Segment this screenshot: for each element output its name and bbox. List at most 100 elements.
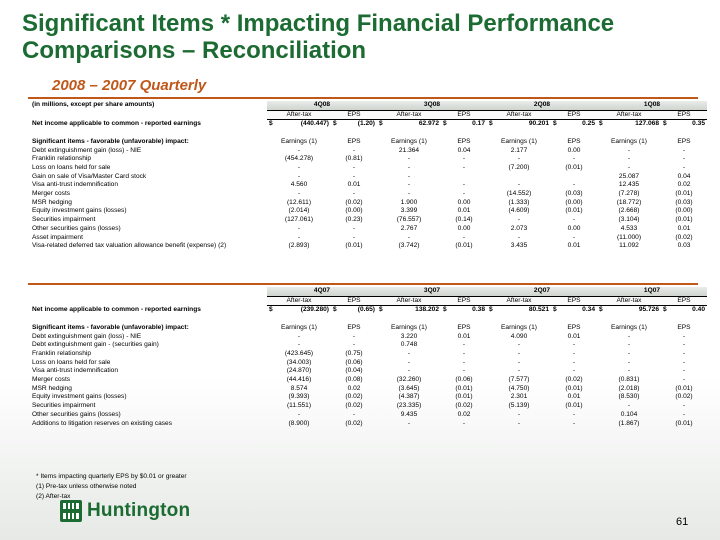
row-label: Equity investment gains (losses): [32, 207, 127, 215]
table-cell: -: [407, 349, 411, 357]
table-cell: 21.364: [398, 146, 420, 154]
col-header-earnings: Earnings (1): [611, 323, 647, 331]
table-cell: (44.416): [286, 376, 312, 384]
table-cell: 9.435: [400, 410, 418, 418]
table-cell: -: [407, 190, 411, 198]
table-row: Visa-related deferred tax valuation allo…: [30, 242, 707, 251]
table-cell: -: [627, 358, 631, 366]
row-label: Merger costs: [32, 190, 71, 198]
table-cell: -: [352, 341, 356, 349]
col-header-earnings: Earnings (1): [281, 323, 317, 331]
currency-symbol: $: [443, 306, 447, 314]
table-cell: (0.02): [345, 198, 363, 206]
table-cell: (24.870): [286, 367, 312, 375]
table-cell: -: [517, 233, 521, 241]
table-cell: -: [297, 163, 301, 171]
table-cell: 0.04: [457, 146, 471, 154]
table-cell: -: [407, 233, 411, 241]
col-header-after-tax: After-tax: [267, 295, 331, 307]
blank-cell: [30, 296, 267, 306]
table-cell: (11.000): [616, 233, 642, 241]
table-cell: -: [462, 233, 466, 241]
table-cell: (454.278): [284, 155, 314, 163]
table-cell: -: [352, 190, 356, 198]
table-cell: -: [627, 367, 631, 375]
table-cell: (2.893): [288, 242, 310, 250]
table-cell: (7.278): [618, 190, 640, 198]
table-cell: 8.574: [290, 384, 308, 392]
table-cell: 25.087: [618, 172, 640, 180]
col-header-eps: EPS: [661, 295, 707, 307]
col-header-after-tax: After-tax: [487, 109, 551, 121]
table-cell: (0.02): [345, 419, 363, 427]
money-cell: $0.17: [443, 120, 485, 129]
quarter-header-row: 4Q07 3Q07 2Q07 1Q07: [30, 287, 707, 297]
table-cell: -: [627, 402, 631, 410]
table-row: Loss on loans held for sale - - - - (7.200) (0…: [30, 164, 707, 173]
col-header-after-tax: After-tax: [597, 109, 661, 121]
table-cell: 4.533: [620, 224, 638, 232]
row-label: Asset impairment: [32, 233, 83, 241]
col-header-eps: EPS: [567, 137, 581, 145]
col-header-earnings: Earnings (1): [501, 137, 537, 145]
table-cell: (0.01): [565, 384, 583, 392]
table-cell: 0.01: [567, 332, 581, 340]
row-label: Loss on loans held for sale: [32, 358, 111, 366]
row-label: Equity investment gains (losses): [32, 393, 127, 401]
table-cell: (0.00): [565, 198, 583, 206]
table-cell: -: [517, 410, 521, 418]
table-cell: 0.01: [567, 393, 581, 401]
table-2007-quarterly: 4Q07 3Q07 2Q07 1Q07 After-tax EPS After-tax EPS…: [30, 287, 707, 428]
net-income-value: $0.40: [661, 306, 707, 315]
row-label: Debt extinguishment gain (loss) - NIE: [32, 146, 142, 154]
table-cell: (7.577): [508, 376, 530, 384]
table-cell: -: [297, 332, 301, 340]
table-cell: -: [627, 349, 631, 357]
row-label: MSR hedging: [32, 384, 72, 392]
money-cell: $ (0.65): [333, 306, 375, 315]
col-header-after-tax: After-tax: [267, 109, 331, 121]
footnotes: * Items impacting quarterly EPS by $0.01…: [36, 472, 187, 502]
table-cell: (0.81): [345, 155, 363, 163]
col-header-eps: EPS: [347, 137, 361, 145]
money-cell: $ (1.20): [333, 120, 375, 129]
table-cell: (4.750): [508, 384, 530, 392]
table-cell: [551, 173, 597, 182]
blank-cell: [30, 110, 267, 120]
table-row: Visa anti-trust indemnification 4.560 0.01…: [30, 181, 707, 190]
table-cell: (3.645): [398, 384, 420, 392]
col-header-eps: EPS: [677, 323, 691, 331]
table-cell: (0.14): [455, 216, 473, 224]
money-cell: $80.521: [489, 306, 549, 315]
table-cell: -: [352, 332, 356, 340]
table-cell: (32.260): [396, 376, 422, 384]
table-cell: (0.01): [675, 384, 693, 392]
currency-symbol: $: [333, 306, 337, 314]
row-label: Visa anti-trust indemnification: [32, 181, 119, 189]
quarter-header: 3Q08: [377, 101, 487, 111]
table-row: Other securities gains (losses) - - 2.767 0.…: [30, 225, 707, 234]
amount: 0.25: [582, 120, 595, 128]
table-cell: (12.611): [286, 198, 312, 206]
table-cell: -: [462, 190, 466, 198]
table-cell: -: [682, 155, 686, 163]
table-cell: -: [517, 341, 521, 349]
table-cell: -: [297, 190, 301, 198]
row-label: Securities impairment: [32, 402, 96, 410]
row-label: Merger costs: [32, 376, 71, 384]
table-2008-quarterly: (in millions, except per share amounts) 4…: [30, 101, 707, 251]
amount: 138.202: [415, 306, 439, 314]
table-cell: -: [407, 367, 411, 375]
table-cell: (0.01): [565, 163, 583, 171]
table-cell: (0.00): [345, 207, 363, 215]
amount: (1.20): [357, 120, 375, 128]
row-label: Debt extinguishment gain (loss) - NIE: [32, 332, 142, 340]
table-row: Additions to litigation reserves on exis…: [30, 420, 707, 429]
quarter-header: 4Q07: [267, 287, 377, 297]
amount: 0.34: [582, 306, 595, 314]
table-row: Securities impairment (11.551) (0.02) (23.3…: [30, 402, 707, 411]
table-row: Debt extinguishment gain - (securities g…: [30, 341, 707, 350]
table-cell: -: [462, 349, 466, 357]
row-label: Visa anti-trust indemnification: [32, 367, 119, 375]
footnote: (1) Pre-tax unless otherwise noted: [36, 483, 137, 490]
